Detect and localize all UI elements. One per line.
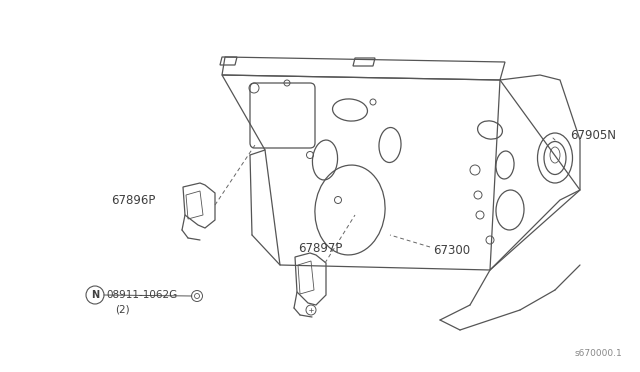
Text: 67905N: 67905N <box>570 128 616 141</box>
Text: s670000.1: s670000.1 <box>574 349 622 358</box>
Text: 67896P: 67896P <box>111 193 155 206</box>
Text: N: N <box>91 290 99 300</box>
Text: 67897P: 67897P <box>298 241 342 254</box>
Text: 67300: 67300 <box>433 244 470 257</box>
Text: (2): (2) <box>115 304 130 314</box>
Text: 08911-1062G: 08911-1062G <box>106 290 177 300</box>
